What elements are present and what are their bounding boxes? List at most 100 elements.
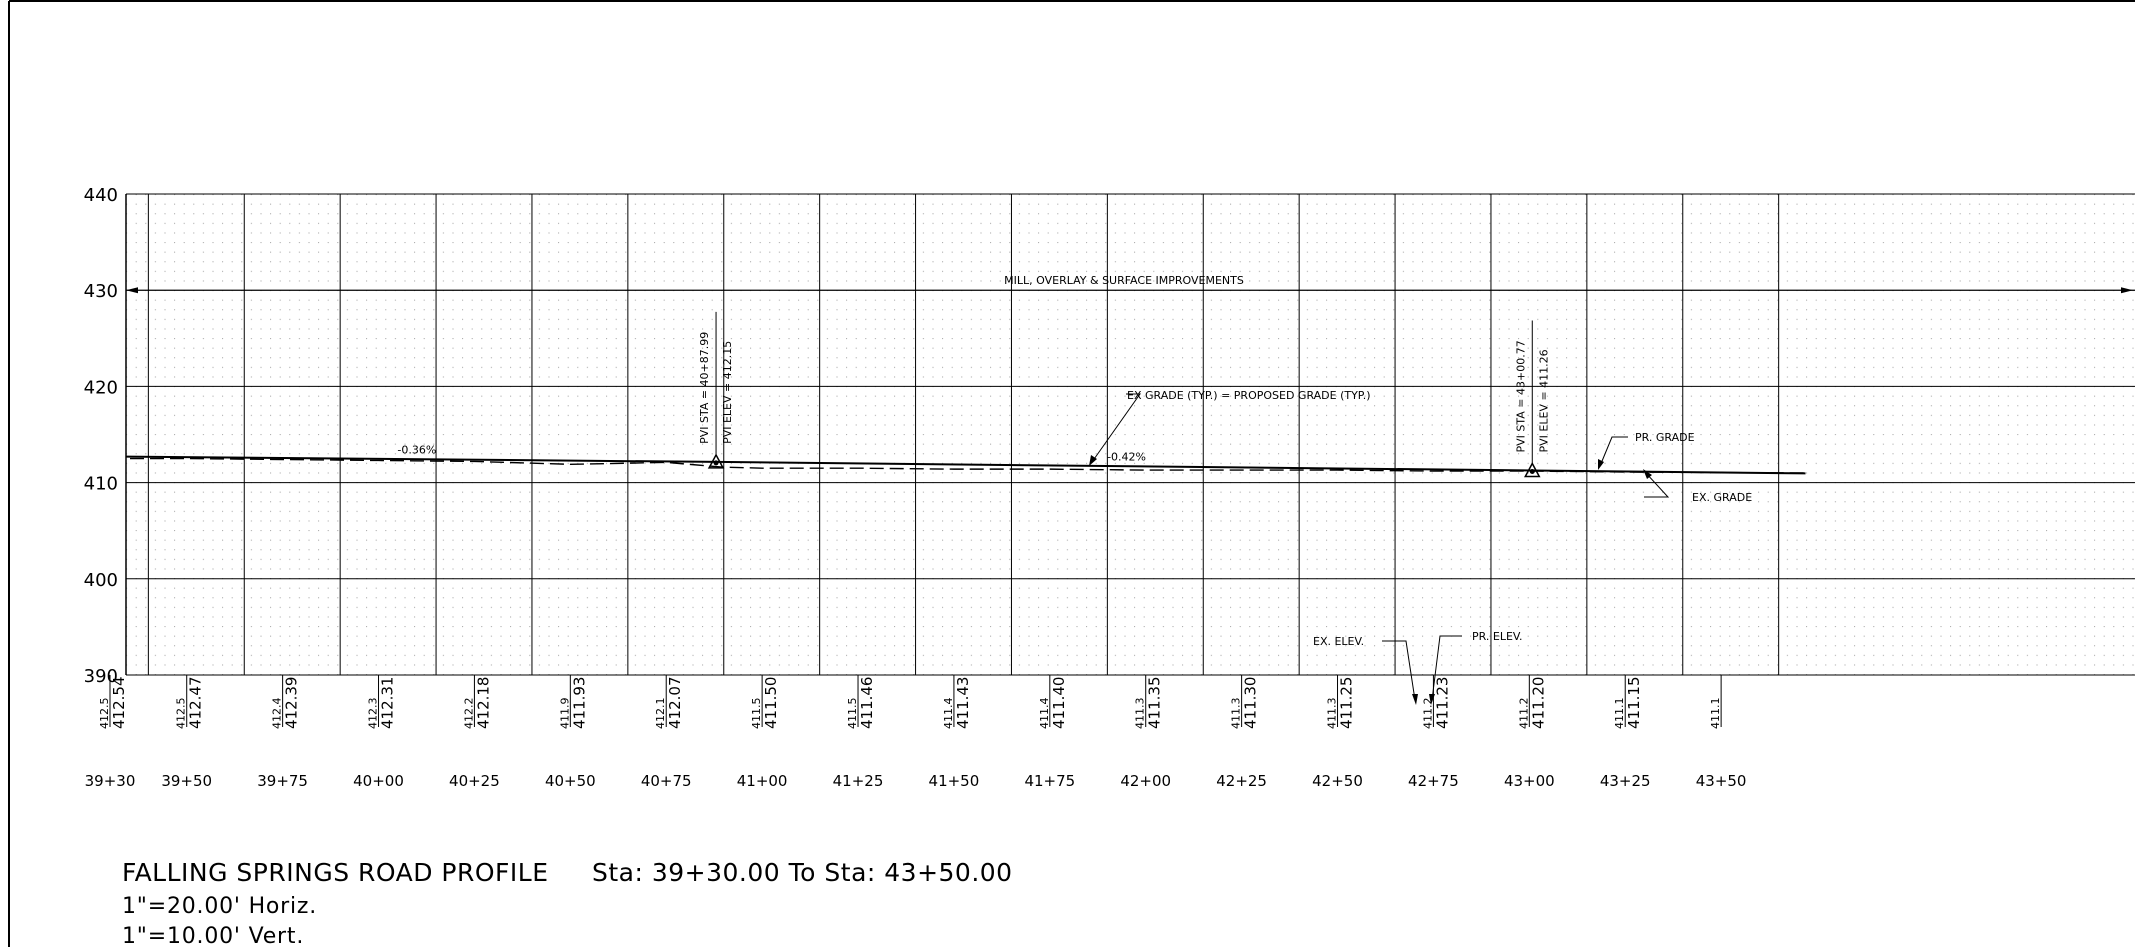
pr-elev-label: 411.23 — [1433, 677, 1451, 730]
station-label: 42+25 — [1216, 772, 1267, 790]
elevation-labels: 412.5 412.54 412.5 412.47 412.4 412.39 412.3 41… — [98, 677, 1722, 730]
ex-elev-label: 412.5 — [175, 698, 188, 730]
pr-elev-label: 411.35 — [1146, 677, 1164, 730]
station-label: 39+50 — [161, 772, 212, 790]
improvements-label: MILL, OVERLAY & SURFACE IMPROVEMENTS — [1004, 274, 1244, 287]
ex-elev-label: 412.1 — [654, 698, 667, 730]
pr-grade-label: PR. GRADE — [1635, 431, 1695, 444]
pr-elev-label: 412.54 — [110, 677, 128, 730]
y-tick-label: 440 — [84, 185, 118, 206]
existing-grade-line — [126, 457, 1806, 474]
leader-arrow — [1089, 455, 1097, 466]
ex-elev-label: 411.9 — [558, 698, 571, 730]
station-label: 41+25 — [833, 772, 884, 790]
pr-elev-label: 411.43 — [954, 677, 972, 730]
grid-lines — [126, 193, 2135, 676]
ex-elev-label: 411.4 — [1038, 698, 1051, 730]
ex-elev-label: 411.3 — [1326, 698, 1339, 730]
ex-elev-leader — [1382, 640, 1416, 701]
ex-elev-label: 412.3 — [367, 698, 380, 730]
station-label: 40+00 — [353, 772, 404, 790]
vertical-scale: 1"=10.00' Vert. — [122, 924, 305, 949]
pr-elev-callout: PR. ELEV. — [1472, 630, 1523, 643]
pr-elev-label: 411.93 — [570, 677, 588, 730]
ex-elev-label: 411.2 — [1517, 698, 1530, 730]
station-label: 43+00 — [1504, 772, 1555, 790]
ex-elev-label: 411.1 — [1613, 698, 1626, 730]
pr-elev-label: 411.20 — [1529, 677, 1547, 730]
leader-arrow — [1643, 469, 1652, 479]
station-label: 43+50 — [1696, 772, 1747, 790]
y-tick-label: 390 — [84, 666, 118, 687]
pr-elev-label: 411.50 — [762, 677, 780, 730]
station-label: 42+50 — [1312, 772, 1363, 790]
pr-elev-label: 412.31 — [379, 677, 397, 730]
station-label: 41+00 — [737, 772, 788, 790]
pvi-station-label: PVI STA = 43+00.77 — [1514, 340, 1527, 452]
proposed-grade-line — [126, 455, 1806, 475]
station-labels: 39+30 39+50 39+75 40+00 40+25 40+50 40+75 41+00… — [85, 675, 1747, 790]
ex-elev-label: 411.5 — [846, 698, 859, 730]
pr-elev-label: 411.15 — [1625, 677, 1643, 730]
pvi-marker — [1524, 461, 1541, 478]
pvi-point — [713, 460, 719, 466]
pvi-point — [1529, 468, 1535, 474]
y-tick-label: 430 — [84, 281, 118, 302]
ex-grade-leader — [1644, 471, 1670, 498]
ex-grade-label: EX. GRADE — [1692, 491, 1752, 504]
ex-elev-label: 411.3 — [1134, 698, 1147, 730]
pr-grade-leader — [1599, 436, 1628, 467]
annotations: PVI STA = 40+87.99 PVI ELEV = 412.15 PVI S… — [126, 274, 2135, 705]
ex-elev-callout: EX. ELEV. — [1313, 635, 1364, 648]
station-label: 39+30 — [85, 772, 136, 790]
pr-elev-label: 412.07 — [666, 677, 684, 730]
pvi-marker — [707, 453, 725, 469]
station-label: 40+25 — [449, 772, 500, 790]
pr-elev-label: 411.46 — [858, 677, 876, 730]
grade-percent-label: -0.36% — [397, 444, 436, 457]
ex-elev-label: 411.4 — [942, 698, 955, 730]
pr-elev-label: 411.30 — [1242, 677, 1260, 730]
improvement-arrow-left — [126, 287, 138, 294]
pr-elev-label: 411.40 — [1050, 677, 1068, 730]
pr-elev-label: 412.47 — [187, 677, 205, 730]
ex-elev-label: 412.2 — [462, 698, 475, 730]
ex-equals-pr-leader — [1091, 393, 1141, 463]
improvement-arrow-right — [2121, 287, 2133, 294]
pr-elev-label: 412.39 — [283, 677, 301, 730]
station-label: 40+50 — [545, 772, 596, 790]
y-tick-label: 410 — [84, 474, 118, 495]
grade-lines — [126, 455, 1806, 475]
ex-elev-label: 411.5 — [750, 698, 763, 730]
station-label: 43+25 — [1600, 772, 1651, 790]
pr-elev-label: 412.18 — [474, 677, 492, 730]
pr-elev-leader — [1431, 635, 1462, 701]
station-label: 39+75 — [257, 772, 308, 790]
axes: 390 400 410 420 430 440 — [84, 185, 127, 687]
station-label: 41+50 — [929, 772, 980, 790]
pvi-station-label: PVI STA = 40+87.99 — [698, 332, 711, 444]
station-label: 41+75 — [1024, 772, 1075, 790]
ex-elev-label: 411.2 — [1421, 698, 1434, 730]
horizontal-scale: 1"=20.00' Horiz. — [122, 894, 318, 919]
station-label: 42+00 — [1120, 772, 1171, 790]
y-tick-label: 420 — [84, 377, 118, 398]
leader-arrow — [1412, 694, 1418, 705]
profile-title: FALLING SPRINGS ROAD PROFILE — [122, 858, 549, 887]
ex-elev-label: 412.5 — [98, 698, 111, 730]
grade-percent-label: -0.42% — [1107, 450, 1146, 463]
station-label: 42+75 — [1408, 772, 1459, 790]
pvi-elevation-label: PVI ELEV = 411.26 — [1537, 349, 1550, 452]
ex-equals-pr-label: EX GRADE (TYP.) = PROPOSED GRADE (TYP.) — [1127, 389, 1371, 402]
y-tick-label: 400 — [84, 570, 118, 591]
ex-elev-label: 411.1 — [1709, 698, 1722, 730]
station-range: Sta: 39+30.00 To Sta: 43+50.00 — [592, 858, 1013, 887]
dot-grid — [126, 194, 2135, 675]
station-label: 40+75 — [641, 772, 692, 790]
pvi-elevation-label: PVI ELEV = 412.15 — [721, 341, 734, 444]
ex-elev-label: 412.4 — [271, 698, 284, 730]
leader-arrow — [1598, 459, 1604, 470]
ex-elev-label: 411.3 — [1230, 698, 1243, 730]
